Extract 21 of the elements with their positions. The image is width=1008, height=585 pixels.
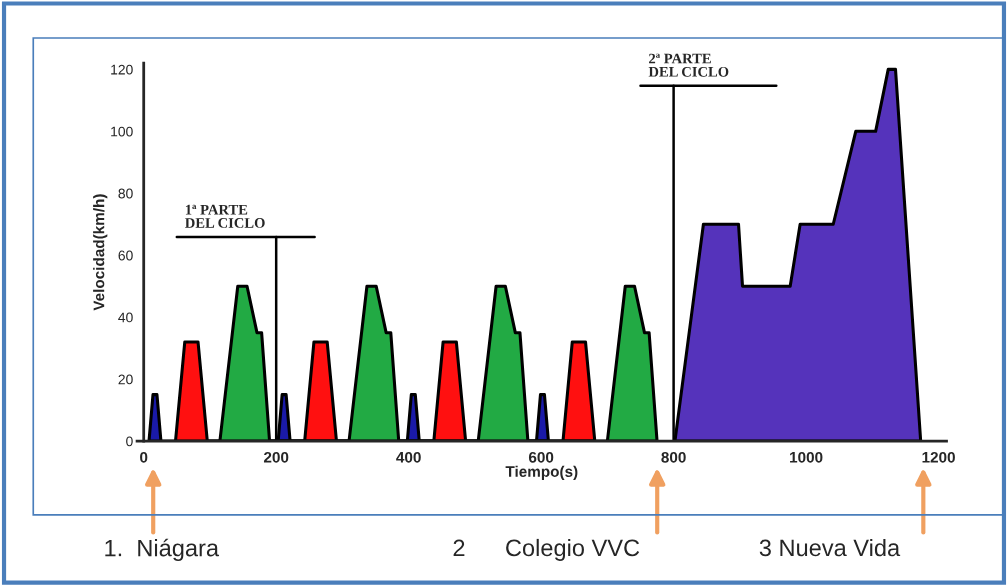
x-tick-label: 0 <box>140 451 148 463</box>
y-tick-label: 120 <box>111 64 133 75</box>
x-tick-label: 1000 <box>790 451 823 463</box>
x-tick-label: 1200 <box>922 451 955 463</box>
y-axis-title: Velocidad(km/h) <box>93 194 108 311</box>
x-tick-label: 800 <box>661 451 686 463</box>
text: 1. Niágara <box>105 538 220 562</box>
text: 2 Colegio VVC <box>453 538 640 561</box>
y-tick-label: 80 <box>118 188 133 199</box>
y-tick-label: 100 <box>111 126 133 137</box>
y-tick-label: 60 <box>118 250 133 261</box>
x-tick-label: 200 <box>263 451 289 463</box>
x-axis-title: Tiempo(s) <box>505 465 578 480</box>
ref-line-label: 1ª PARTE DEL CICLO <box>185 204 265 228</box>
ref-line-label: 2ª PARTE DEL CICLO <box>648 53 729 77</box>
y-tick-label: 40 <box>118 312 133 323</box>
y-tick-label: 0 <box>126 436 133 447</box>
x-tick-label: 400 <box>396 451 421 463</box>
y-tick-label: 20 <box>118 374 133 385</box>
x-tick-label: 600 <box>528 451 554 463</box>
text: 3 Nueva Vida <box>759 538 901 557</box>
